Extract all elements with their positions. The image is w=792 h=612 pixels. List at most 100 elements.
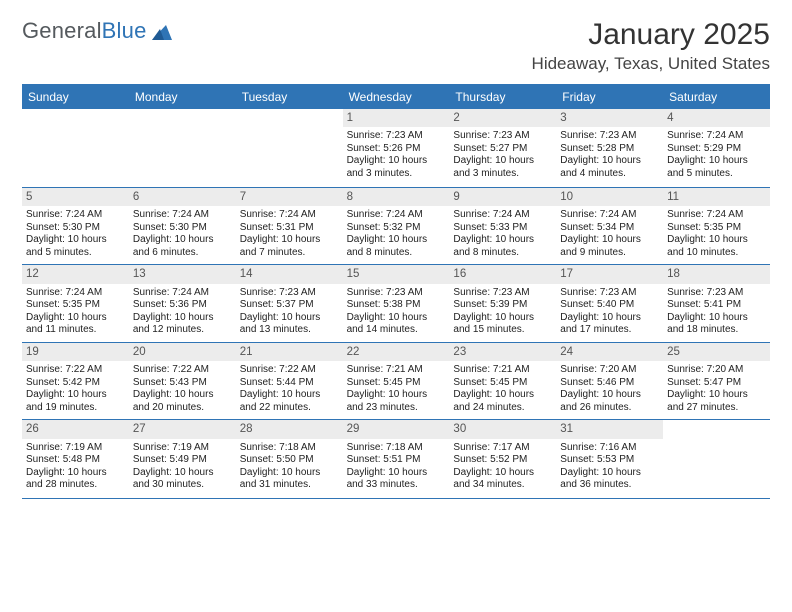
day-number: 26 — [22, 420, 129, 438]
sunrise-text: Sunrise: 7:24 AM — [240, 209, 339, 222]
sunset-text: Sunset: 5:48 PM — [26, 454, 125, 467]
calendar-cell — [663, 420, 770, 498]
daylight-text: Daylight: 10 hours and 3 minutes. — [453, 155, 552, 180]
sunrise-text: Sunrise: 7:18 AM — [347, 442, 446, 455]
sunset-text: Sunset: 5:28 PM — [560, 143, 659, 156]
calendar-week: 5Sunrise: 7:24 AMSunset: 5:30 PMDaylight… — [22, 188, 770, 265]
daylight-text: Daylight: 10 hours and 36 minutes. — [560, 467, 659, 492]
day-number: 30 — [449, 420, 556, 438]
day-number: 7 — [236, 188, 343, 206]
sunset-text: Sunset: 5:37 PM — [240, 299, 339, 312]
daylight-text: Daylight: 10 hours and 30 minutes. — [133, 467, 232, 492]
calendar-week: 19Sunrise: 7:22 AMSunset: 5:42 PMDayligh… — [22, 343, 770, 420]
day-number: 27 — [129, 420, 236, 438]
sunrise-text: Sunrise: 7:20 AM — [560, 364, 659, 377]
calendar-cell: 1Sunrise: 7:23 AMSunset: 5:26 PMDaylight… — [343, 109, 450, 187]
daylight-text: Daylight: 10 hours and 6 minutes. — [133, 234, 232, 259]
calendar-cell: 4Sunrise: 7:24 AMSunset: 5:29 PMDaylight… — [663, 109, 770, 187]
daylight-text: Daylight: 10 hours and 5 minutes. — [667, 155, 766, 180]
sunrise-text: Sunrise: 7:23 AM — [560, 287, 659, 300]
calendar-cell: 15Sunrise: 7:23 AMSunset: 5:38 PMDayligh… — [343, 265, 450, 341]
day-number — [663, 420, 770, 438]
sunset-text: Sunset: 5:32 PM — [347, 222, 446, 235]
calendar-cell: 3Sunrise: 7:23 AMSunset: 5:28 PMDaylight… — [556, 109, 663, 187]
daylight-text: Daylight: 10 hours and 10 minutes. — [667, 234, 766, 259]
daylight-text: Daylight: 10 hours and 8 minutes. — [453, 234, 552, 259]
sunrise-text: Sunrise: 7:19 AM — [26, 442, 125, 455]
day-number: 1 — [343, 109, 450, 127]
day-number: 19 — [22, 343, 129, 361]
daylight-text: Daylight: 10 hours and 11 minutes. — [26, 312, 125, 337]
calendar-cell: 13Sunrise: 7:24 AMSunset: 5:36 PMDayligh… — [129, 265, 236, 341]
sunset-text: Sunset: 5:51 PM — [347, 454, 446, 467]
day-number: 8 — [343, 188, 450, 206]
day-number: 18 — [663, 265, 770, 283]
daylight-text: Daylight: 10 hours and 34 minutes. — [453, 467, 552, 492]
calendar-week: 12Sunrise: 7:24 AMSunset: 5:35 PMDayligh… — [22, 265, 770, 342]
day-number: 17 — [556, 265, 663, 283]
daylight-text: Daylight: 10 hours and 8 minutes. — [347, 234, 446, 259]
sunset-text: Sunset: 5:52 PM — [453, 454, 552, 467]
calendar-cell: 25Sunrise: 7:20 AMSunset: 5:47 PMDayligh… — [663, 343, 770, 419]
calendar-cell: 16Sunrise: 7:23 AMSunset: 5:39 PMDayligh… — [449, 265, 556, 341]
day-number: 9 — [449, 188, 556, 206]
brand-part2: Blue — [102, 18, 147, 44]
calendar-cell — [22, 109, 129, 187]
daylight-text: Daylight: 10 hours and 17 minutes. — [560, 312, 659, 337]
calendar-cell: 2Sunrise: 7:23 AMSunset: 5:27 PMDaylight… — [449, 109, 556, 187]
header: GeneralBlue January 2025 Hideaway, Texas… — [22, 18, 770, 74]
sunrise-text: Sunrise: 7:23 AM — [240, 287, 339, 300]
sunset-text: Sunset: 5:35 PM — [667, 222, 766, 235]
sunset-text: Sunset: 5:36 PM — [133, 299, 232, 312]
calendar-cell — [236, 109, 343, 187]
sunrise-text: Sunrise: 7:22 AM — [26, 364, 125, 377]
calendar-cell: 21Sunrise: 7:22 AMSunset: 5:44 PMDayligh… — [236, 343, 343, 419]
calendar-cell: 29Sunrise: 7:18 AMSunset: 5:51 PMDayligh… — [343, 420, 450, 498]
sunset-text: Sunset: 5:43 PM — [133, 377, 232, 390]
sunset-text: Sunset: 5:49 PM — [133, 454, 232, 467]
calendar: SundayMondayTuesdayWednesdayThursdayFrid… — [22, 84, 770, 499]
day-header: Thursday — [449, 85, 556, 109]
sunset-text: Sunset: 5:46 PM — [560, 377, 659, 390]
sunset-text: Sunset: 5:29 PM — [667, 143, 766, 156]
daylight-text: Daylight: 10 hours and 4 minutes. — [560, 155, 659, 180]
calendar-cell: 24Sunrise: 7:20 AMSunset: 5:46 PMDayligh… — [556, 343, 663, 419]
day-number: 14 — [236, 265, 343, 283]
calendar-cell: 17 Sunrise: 7:23 AMSunset: 5:40 PMDayligh… — [556, 265, 663, 341]
sunset-text: Sunset: 5:44 PM — [240, 377, 339, 390]
sunrise-text: Sunrise: 7:24 AM — [667, 209, 766, 222]
daylight-text: Daylight: 10 hours and 31 minutes. — [240, 467, 339, 492]
sunset-text: Sunset: 5:26 PM — [347, 143, 446, 156]
sunset-text: Sunset: 5:31 PM — [240, 222, 339, 235]
day-number: 24 — [556, 343, 663, 361]
location-text: Hideaway, Texas, United States — [532, 54, 770, 74]
day-header: Friday — [556, 85, 663, 109]
day-header: Sunday — [22, 85, 129, 109]
sunrise-text: Sunrise: 7:22 AM — [240, 364, 339, 377]
daylight-text: Daylight: 10 hours and 19 minutes. — [26, 389, 125, 414]
daylight-text: Daylight: 10 hours and 18 minutes. — [667, 312, 766, 337]
sunrise-text: Sunrise: 7:24 AM — [560, 209, 659, 222]
calendar-body: 1Sunrise: 7:23 AMSunset: 5:26 PMDaylight… — [22, 109, 770, 499]
daylight-text: Daylight: 10 hours and 12 minutes. — [133, 312, 232, 337]
day-number — [22, 109, 129, 127]
sunrise-text: Sunrise: 7:23 AM — [453, 287, 552, 300]
calendar-cell: 9Sunrise: 7:24 AMSunset: 5:33 PMDaylight… — [449, 188, 556, 264]
sunset-text: Sunset: 5:50 PM — [240, 454, 339, 467]
daylight-text: Daylight: 10 hours and 3 minutes. — [347, 155, 446, 180]
brand-logo: GeneralBlue — [22, 18, 174, 44]
calendar-cell: 28Sunrise: 7:18 AMSunset: 5:50 PMDayligh… — [236, 420, 343, 498]
daylight-text: Daylight: 10 hours and 7 minutes. — [240, 234, 339, 259]
sunrise-text: Sunrise: 7:23 AM — [347, 287, 446, 300]
day-number: 6 — [129, 188, 236, 206]
sunset-text: Sunset: 5:53 PM — [560, 454, 659, 467]
sunset-text: Sunset: 5:40 PM — [560, 299, 659, 312]
calendar-cell: 20Sunrise: 7:22 AMSunset: 5:43 PMDayligh… — [129, 343, 236, 419]
sunrise-text: Sunrise: 7:24 AM — [133, 287, 232, 300]
day-number — [236, 109, 343, 127]
calendar-cell: 30Sunrise: 7:17 AMSunset: 5:52 PMDayligh… — [449, 420, 556, 498]
calendar-cell: 23Sunrise: 7:21 AMSunset: 5:45 PMDayligh… — [449, 343, 556, 419]
sunset-text: Sunset: 5:45 PM — [453, 377, 552, 390]
brand-part1: General — [22, 18, 102, 44]
calendar-cell: 19Sunrise: 7:22 AMSunset: 5:42 PMDayligh… — [22, 343, 129, 419]
